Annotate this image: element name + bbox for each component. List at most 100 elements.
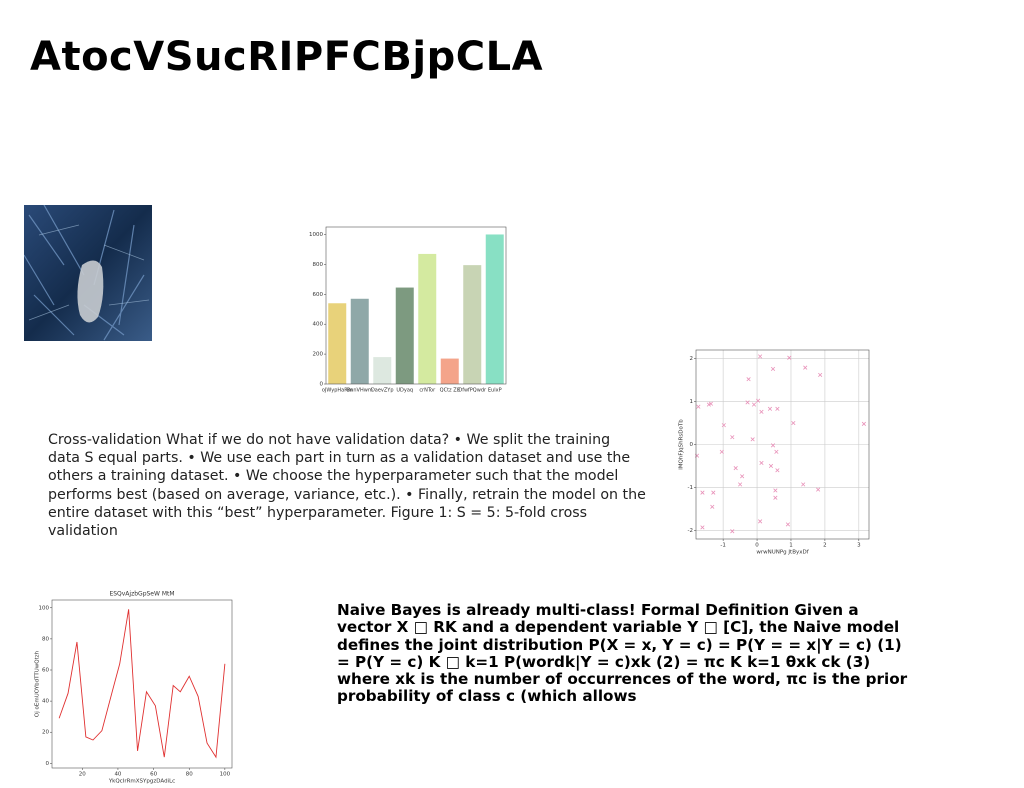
point [710,504,715,509]
y-tick-label: 60 [42,668,49,674]
point [700,525,705,530]
point [774,449,779,454]
bar [395,287,414,384]
point [730,435,735,440]
y-tick-label: 800 [313,262,324,268]
point [738,482,743,487]
point [755,398,761,403]
bar [418,253,437,384]
point [706,402,711,407]
line-chart: 0 20 40 60 80 100 20 40 60 80 100 ESQvAjzbGpSeW MtM… [35,591,233,785]
point [770,443,776,448]
point [719,449,724,454]
x-axis-label: YkQcIrRmXSYpgzDAdiLc [108,779,175,785]
paragraph: Cross-validation What if we do not have … [48,432,646,540]
x-tick-label: -1 [720,543,725,549]
y-axis-label: lMQhFJqShRsDoTb [679,419,685,470]
point [787,355,792,360]
point [721,423,726,428]
x-tick-label: DaevZYp [371,388,394,394]
x-tick-label: UDyaq [396,388,413,394]
x-tick-label: EulxP [488,388,502,394]
point [758,519,763,524]
axes-frame [325,226,507,385]
y-tick-label: 200 [313,352,324,358]
x-tick-label: DfwfPQwdr [458,388,487,394]
x-tick-label: 0 [755,543,759,549]
x-tick-label: BnnVHwm [347,388,373,394]
point [768,463,774,469]
scatter-chart: -2 -1 0 1 2 -1 0 1 2 3 wrwNUNPg JtByxDf lMQhFJqShRs… [679,349,870,556]
y-tick-label: 2 [690,356,694,362]
y-tick-label: 0 [46,761,50,767]
y-tick-label: 80 [42,636,49,642]
axes-frame [51,599,233,769]
plot-area [52,600,232,768]
point [861,421,866,426]
x-tick-label: 40 [114,772,121,778]
point [785,522,791,527]
y-tick-label: 0 [320,382,324,388]
y-tick-label: 40 [42,699,49,705]
point [696,404,701,409]
point [746,377,751,382]
y-tick-label: -2 [688,528,693,534]
y-tick-label: 100 [39,605,50,611]
bar [350,298,369,384]
bar [440,358,459,384]
y-tick-label: 20 [42,730,49,736]
axes-frame [695,349,870,540]
x-tick-label: crNTor [419,388,436,394]
y-tick-label: 0 [690,442,694,448]
y-tick-label: 1000 [309,232,323,238]
x-tick-label: 20 [79,772,86,778]
point [803,365,808,370]
point [758,354,763,359]
point [801,482,806,487]
line [58,609,226,759]
point [773,488,778,493]
x-tick-label: QCtz Z8 [440,388,460,394]
point [750,437,755,442]
x-tick-label: 60 [150,772,157,778]
paragraph: Naive Bayes is already multi-class! Form… [337,601,908,706]
x-tick-label: 100 [220,772,231,778]
y-tick-label: -1 [688,485,693,491]
page-title: AtocVSucRIPFCBjpCLA [30,34,544,80]
bar [485,234,504,384]
point [816,487,821,492]
photo [24,205,152,341]
x-tick-label: 3 [857,543,861,549]
x-tick-label: 80 [186,772,193,778]
point [773,495,778,500]
point [767,406,773,411]
x-tick-label: 1 [789,543,793,549]
chart-title: ESQvAjzbGpSeW MtM [109,591,174,598]
point [711,490,716,495]
point [745,400,750,405]
x-tick-label: 2 [823,543,827,549]
bar [328,303,347,384]
point [791,420,796,426]
y-axis-label: Oj oEmUOYbdTTUwQtzh [35,650,41,717]
bar [373,357,392,384]
point [775,468,780,473]
point [759,460,764,466]
point [700,490,705,495]
point [818,372,823,377]
point [751,402,757,407]
x-tick-label: oJWypHaRm [322,388,353,394]
x-axis-label: wrwNUNPg JtByxDf [756,550,809,556]
point [759,409,764,414]
y-tick-label: 600 [313,292,324,298]
point [740,474,745,479]
point [770,366,776,371]
bar-chart: 0 200 400 600 800 1000 oJWypHaRmBnnVHwmDaevZYp… [309,226,507,394]
point [775,406,780,411]
y-tick-label: 400 [313,322,324,328]
bar [463,265,482,384]
y-tick-label: 1 [690,399,694,405]
point [730,529,735,534]
point [733,466,738,471]
